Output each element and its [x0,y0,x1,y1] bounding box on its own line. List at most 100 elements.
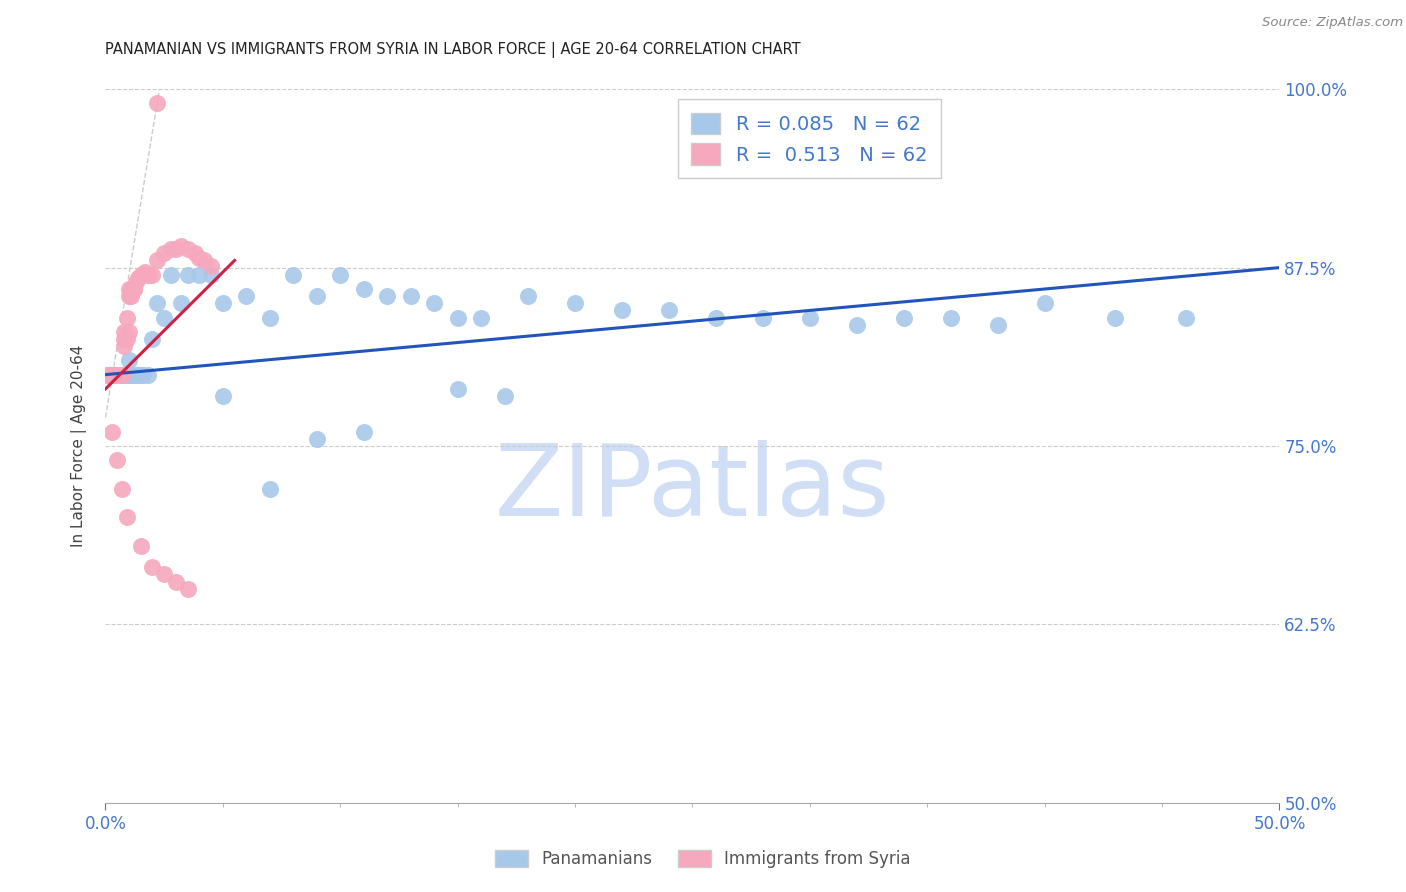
Point [799,310,821,325]
Point [165,574,187,589]
Point [111,368,134,382]
Point [105,368,128,382]
Point [564,296,586,310]
Text: Source: ZipAtlas.com: Source: ZipAtlas.com [1263,15,1403,29]
Point [446,382,468,396]
Point [118,282,141,296]
Point [105,453,128,467]
Point [160,242,183,256]
Point [141,560,163,574]
Point [105,368,128,382]
Point [211,296,233,310]
Point [111,482,134,496]
Point [446,310,468,325]
Point [704,310,727,325]
Point [105,368,128,382]
Point [939,310,962,325]
Point [235,289,257,303]
Point [111,368,134,382]
Point [188,268,211,282]
Point [146,253,169,268]
Point [98,368,121,382]
Point [153,246,176,260]
Point [658,303,681,318]
Point [752,310,775,325]
Point [120,368,142,382]
Point [1104,310,1126,325]
Point [183,246,205,260]
Point [169,296,191,310]
Point [146,296,169,310]
Point [104,368,127,382]
Point [259,482,281,496]
Point [105,368,128,382]
Point [211,389,233,403]
Point [101,368,124,382]
Legend: Panamanians, Immigrants from Syria: Panamanians, Immigrants from Syria [488,843,918,875]
Y-axis label: In Labor Force | Age 20-64: In Labor Force | Age 20-64 [70,345,87,547]
Point [104,368,127,382]
Point [136,368,159,382]
Point [141,332,163,346]
Point [127,270,149,285]
Point [118,368,141,382]
Point [987,318,1010,332]
Point [120,289,142,303]
Point [353,282,375,296]
Point [98,368,121,382]
Point [153,567,176,582]
Point [517,289,540,303]
Point [101,368,124,382]
Point [122,282,145,296]
Point [120,282,142,296]
Point [845,318,868,332]
Point [98,368,121,382]
Point [118,325,141,339]
Point [98,368,121,382]
Point [105,368,128,382]
Point [108,368,131,382]
Point [97,368,120,382]
Point [494,389,516,403]
Point [399,289,422,303]
Point [122,282,145,296]
Point [305,432,328,446]
Point [97,368,120,382]
Point [112,332,135,346]
Point [101,368,124,382]
Point [101,368,124,382]
Point [136,268,159,282]
Point [127,368,149,382]
Point [610,303,633,318]
Point [283,268,305,282]
Point [1033,296,1056,310]
Point [176,242,198,256]
Point [97,368,120,382]
Point [101,368,124,382]
Point [98,368,121,382]
Point [97,368,120,382]
Point [129,539,152,553]
Point [470,310,492,325]
Point [375,289,398,303]
Point [115,332,138,346]
Point [132,268,155,282]
Point [176,268,198,282]
Point [329,268,352,282]
Point [105,368,128,382]
Point [101,368,124,382]
Point [118,353,141,368]
Legend: R = 0.085   N = 62, R =  0.513   N = 62: R = 0.085 N = 62, R = 0.513 N = 62 [678,99,941,178]
Point [104,368,127,382]
Point [115,510,138,524]
Point [108,368,131,382]
Point [893,310,915,325]
Point [132,368,155,382]
Point [101,425,124,439]
Point [146,96,169,111]
Point [176,582,198,596]
Point [98,368,121,382]
Point [104,368,127,382]
Point [104,368,127,382]
Point [200,268,222,282]
